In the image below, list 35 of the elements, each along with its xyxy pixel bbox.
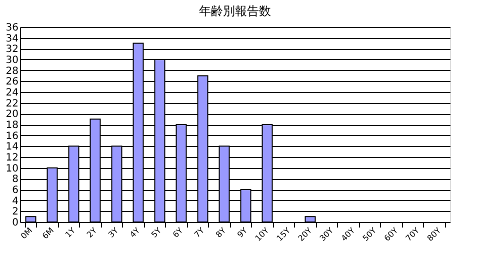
x-tick-label: 6M [40,226,56,241]
y-tick-label: 16 [6,130,18,142]
y-tick-label: 24 [6,88,18,98]
x-tick-label: 8Y [214,226,228,240]
y-tick-label: 22 [6,98,18,110]
x-tick-label: 0M [19,226,34,241]
y-tick-label: 8 [12,174,18,186]
y-tick-label: 36 [6,22,18,34]
x-tick-label: 4Y [128,226,142,240]
x-tick-label: 70Y [404,226,422,243]
y-tick-label: 18 [6,120,18,131]
y-tick-label: 14 [6,142,18,153]
y-tick-label: 10 [6,163,18,174]
x-tick-label: 3Y [106,226,120,240]
y-tick-label: 34 [6,33,18,44]
y-tick-label: 20 [6,109,18,120]
x-tick-label: 40Y [340,226,357,243]
y-tick-label: 28 [6,66,18,77]
y-tick-label: 30 [6,55,18,66]
y-tick-label: 6 [12,185,18,196]
y-tick-label: 32 [6,44,18,56]
y-tick-label: 0 [12,218,18,228]
x-tick-label: 2Y [85,226,99,240]
bar [304,216,316,222]
y-tick-label: 12 [6,152,18,164]
y-tick-label: 4 [12,196,18,207]
x-tick-label: 9Y [236,226,250,240]
x-tick-label: 5Y [150,226,164,240]
y-tick-label: 2 [12,206,18,218]
chart-title: 年齢別報告数 [199,4,271,18]
x-tick-label: 6Y [171,226,185,240]
x-tick-label: 60Y [382,226,400,243]
x-tick-label: 7Y [192,226,206,240]
y-tick-label: 26 [6,76,18,88]
x-tick-label: 1Y [64,226,78,240]
